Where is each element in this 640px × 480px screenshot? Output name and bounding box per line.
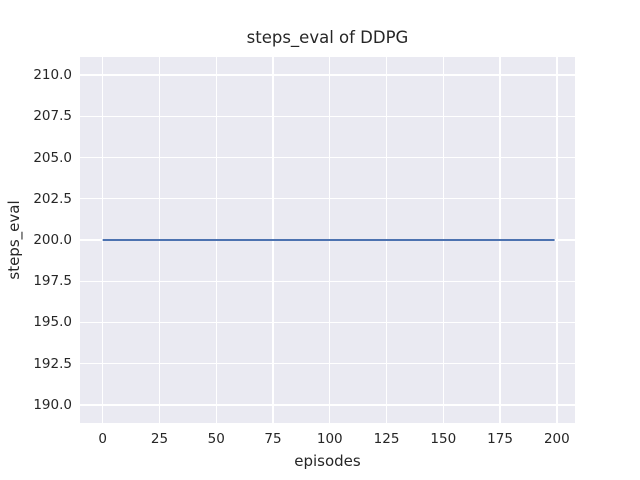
x-tick-label: 175 — [487, 431, 513, 447]
x-tick-label: 150 — [430, 431, 457, 447]
chart-title: steps_eval of DDPG — [246, 28, 409, 47]
y-gridline — [80, 280, 575, 282]
y-gridline — [80, 362, 575, 365]
y-tick-label: 192.5 — [33, 355, 72, 372]
y-tick-label: 190.0 — [33, 396, 72, 413]
y-gridline — [80, 321, 575, 324]
y-gridline — [80, 74, 575, 76]
x-tick-label: 200 — [543, 431, 570, 447]
x-tick-label: 100 — [316, 431, 343, 447]
x-tick-label: 75 — [264, 431, 282, 447]
y-gridline — [80, 115, 575, 118]
y-tick-label: 200.0 — [33, 232, 72, 248]
y-tick-label: 197.5 — [33, 273, 72, 290]
y-gridline — [80, 198, 575, 200]
x-tick-label: 125 — [373, 431, 400, 447]
y-gridline — [80, 156, 575, 159]
plot-area — [80, 57, 575, 423]
y-gridline — [80, 404, 575, 406]
x-tick-label: 0 — [98, 431, 107, 447]
y-gridline — [80, 239, 575, 241]
y-tick-label: 195.0 — [33, 314, 72, 331]
y-tick-label: 205.0 — [33, 149, 72, 166]
y-tick-label: 207.5 — [33, 108, 72, 125]
x-tick-label: 50 — [207, 431, 225, 447]
y-tick-label: 202.5 — [33, 190, 72, 207]
x-tick-label: 25 — [150, 431, 169, 447]
y-tick-label: 210.0 — [33, 67, 72, 84]
x-axis-label: episodes — [294, 452, 361, 470]
